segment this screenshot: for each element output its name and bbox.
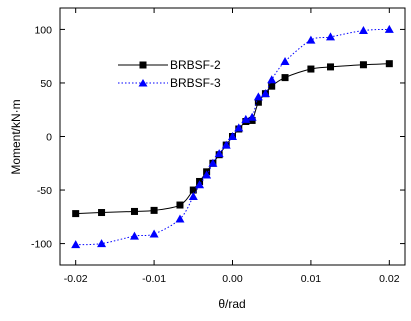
y-tick-label: 50 (40, 78, 52, 90)
y-tick-label: -50 (37, 185, 52, 197)
y-tick-label: 100 (34, 24, 52, 36)
data-point (260, 89, 270, 98)
data-point (176, 201, 184, 209)
data-point (98, 209, 106, 217)
y-axis: 100 50 0 -50 -100 (31, 24, 405, 251)
data-point (97, 239, 107, 248)
data-point (228, 132, 237, 140)
data-point (129, 231, 139, 240)
legend-label-brbsf-2: BRBSF-2 (170, 58, 221, 72)
x-tick-label: -0.02 (64, 273, 88, 285)
data-point (253, 92, 263, 101)
data-point (268, 82, 276, 90)
data-point (241, 114, 251, 123)
data-point (71, 240, 81, 249)
data-point (214, 149, 224, 158)
series-layer (71, 24, 394, 249)
data-point (306, 35, 316, 44)
x-tick-label: 0.02 (379, 273, 400, 285)
data-point (150, 206, 158, 214)
y-axis-title: Moment/kN·m (9, 99, 23, 174)
data-point (326, 32, 336, 41)
data-point (208, 158, 218, 167)
data-point (359, 61, 367, 69)
x-tick-label: 0.01 (301, 273, 322, 285)
data-point (254, 98, 262, 106)
data-point (149, 229, 159, 238)
data-point (189, 186, 197, 194)
data-point (280, 57, 290, 66)
x-axis: -0.02 -0.01 0.00 0.01 0.02 (64, 8, 400, 285)
data-point (384, 24, 394, 33)
data-point (385, 60, 393, 68)
legend: BRBSF-2 BRBSF-3 (118, 58, 221, 90)
data-point (130, 207, 138, 215)
x-tick-label: -0.01 (142, 273, 166, 285)
x-tick-label: 0.00 (222, 273, 243, 285)
data-point (234, 123, 244, 132)
data-point (72, 210, 80, 218)
data-point (175, 214, 185, 223)
data-point (247, 112, 257, 121)
data-point (281, 74, 289, 82)
data-point (267, 75, 277, 84)
legend-label-brbsf-3: BRBSF-3 (170, 76, 221, 90)
x-axis-title: θ/rad (218, 297, 245, 311)
data-point (195, 180, 205, 189)
y-tick-label: -100 (31, 239, 52, 251)
legend-marker-brbsf-2 (139, 61, 147, 69)
data-point (202, 170, 212, 179)
data-point (358, 25, 368, 34)
data-point (327, 63, 335, 71)
y-tick-label: 0 (46, 132, 52, 144)
data-point (221, 140, 231, 149)
series-brbsf-3 (71, 24, 394, 249)
data-point (188, 191, 198, 200)
legend-marker-brbsf-3 (138, 79, 148, 87)
data-point (307, 65, 315, 73)
